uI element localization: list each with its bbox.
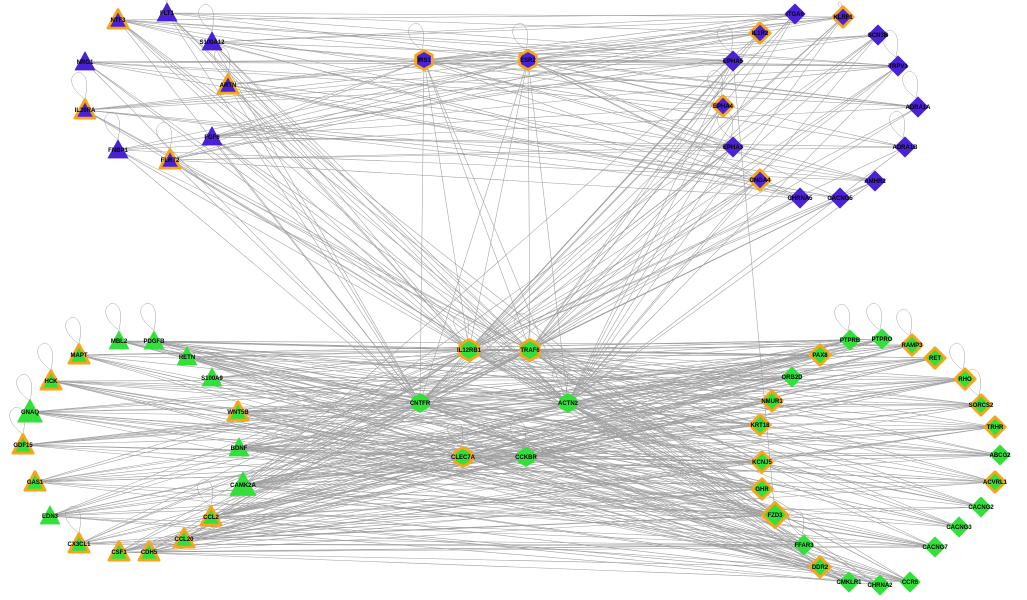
svg-text:AMHR2: AMHR2	[864, 179, 886, 185]
svg-text:PAX8: PAX8	[812, 353, 828, 359]
svg-text:RHO: RHO	[958, 377, 972, 383]
svg-text:RAMP3: RAMP3	[901, 343, 923, 349]
svg-text:S100A12: S100A12	[199, 40, 225, 46]
svg-text:GHR: GHR	[755, 487, 769, 493]
svg-text:CSF1: CSF1	[111, 550, 127, 556]
svg-text:ARTN: ARTN	[220, 83, 237, 89]
svg-text:PTPRO: PTPRO	[872, 337, 893, 343]
svg-text:FZD3: FZD3	[768, 513, 784, 519]
svg-text:ADRA1A: ADRA1A	[905, 105, 931, 111]
svg-text:CDH5: CDH5	[141, 550, 158, 556]
svg-text:CMKLR1: CMKLR1	[837, 580, 863, 586]
svg-text:FFAR3: FFAR3	[794, 543, 814, 549]
svg-text:CACNG7: CACNG7	[922, 545, 948, 551]
svg-text:IRS1: IRS1	[417, 58, 431, 64]
svg-text:ESR2: ESR2	[520, 58, 536, 64]
svg-text:CACNG5: CACNG5	[827, 196, 853, 202]
svg-text:CX3CL1: CX3CL1	[67, 542, 91, 548]
svg-text:IL20RA: IL20RA	[75, 108, 96, 114]
svg-text:CNTFR: CNTFR	[410, 401, 431, 407]
svg-text:RETN: RETN	[179, 355, 195, 361]
svg-text:CCKBR: CCKBR	[515, 455, 537, 461]
svg-text:IL12RB1: IL12RB1	[457, 348, 482, 354]
svg-text:NMUR1: NMUR1	[761, 399, 783, 405]
svg-text:CACNG3: CACNG3	[946, 525, 972, 531]
svg-text:NRG1: NRG1	[77, 60, 94, 66]
svg-text:BDNF: BDNF	[231, 446, 248, 452]
svg-text:ABCG2: ABCG2	[989, 453, 1011, 459]
svg-text:KCNJ5: KCNJ5	[752, 460, 772, 466]
svg-text:CAMK2A: CAMK2A	[230, 483, 256, 489]
svg-text:DDR2: DDR2	[812, 565, 829, 571]
svg-text:SORCS2: SORCS2	[969, 403, 994, 409]
svg-text:FGF6: FGF6	[204, 135, 220, 141]
svg-text:PTPRB: PTPRB	[840, 338, 861, 344]
svg-text:PDGFB: PDGFB	[144, 339, 166, 345]
svg-text:ADRA1B: ADRA1B	[892, 145, 918, 151]
svg-text:ACTN2: ACTN2	[558, 401, 579, 407]
svg-text:HCK: HCK	[45, 379, 59, 385]
svg-text:ACVRL1: ACVRL1	[983, 480, 1008, 486]
svg-text:MBL2: MBL2	[111, 339, 128, 345]
svg-text:SCN3B: SCN3B	[868, 33, 889, 39]
svg-text:ITGA6: ITGA6	[786, 12, 804, 18]
svg-text:EPHA5: EPHA5	[723, 59, 744, 65]
svg-text:TRPV1: TRPV1	[888, 64, 908, 70]
svg-text:EDN3: EDN3	[42, 514, 59, 520]
svg-text:KRT18: KRT18	[750, 423, 770, 429]
svg-text:GDF15: GDF15	[13, 443, 33, 449]
svg-text:FLRT2: FLRT2	[161, 158, 180, 164]
svg-text:NTF3: NTF3	[111, 18, 127, 24]
svg-text:CCR6: CCR6	[902, 580, 919, 586]
svg-text:RET: RET	[929, 356, 941, 362]
svg-text:S100A9: S100A9	[201, 376, 223, 382]
svg-text:CCL2: CCL2	[203, 515, 219, 521]
svg-text:FLT1: FLT1	[160, 11, 175, 17]
svg-text:EPHA3: EPHA3	[723, 145, 744, 151]
svg-text:FNBP1: FNBP1	[108, 148, 128, 154]
svg-text:MAPT: MAPT	[71, 353, 88, 359]
svg-text:TRHR: TRHR	[987, 425, 1004, 431]
svg-text:CACNG2: CACNG2	[968, 505, 994, 511]
svg-text:CHRNA2: CHRNA2	[867, 583, 893, 589]
svg-text:CCL20: CCL20	[174, 537, 194, 543]
svg-text:CHRNA5: CHRNA5	[787, 196, 813, 202]
svg-text:IL1R2: IL1R2	[752, 31, 769, 37]
svg-text:KLRF1: KLRF1	[833, 15, 853, 21]
svg-text:ORB2D: ORB2D	[781, 375, 803, 381]
svg-text:GNAQ: GNAQ	[21, 410, 39, 416]
svg-text:GAS1: GAS1	[27, 480, 44, 486]
svg-text:TRAF6: TRAF6	[520, 348, 540, 354]
svg-text:CNGA4: CNGA4	[749, 178, 771, 184]
svg-text:CLEC7A: CLEC7A	[451, 455, 476, 461]
svg-text:WNT5B: WNT5B	[227, 410, 249, 416]
svg-text:EPHA4: EPHA4	[713, 104, 734, 110]
